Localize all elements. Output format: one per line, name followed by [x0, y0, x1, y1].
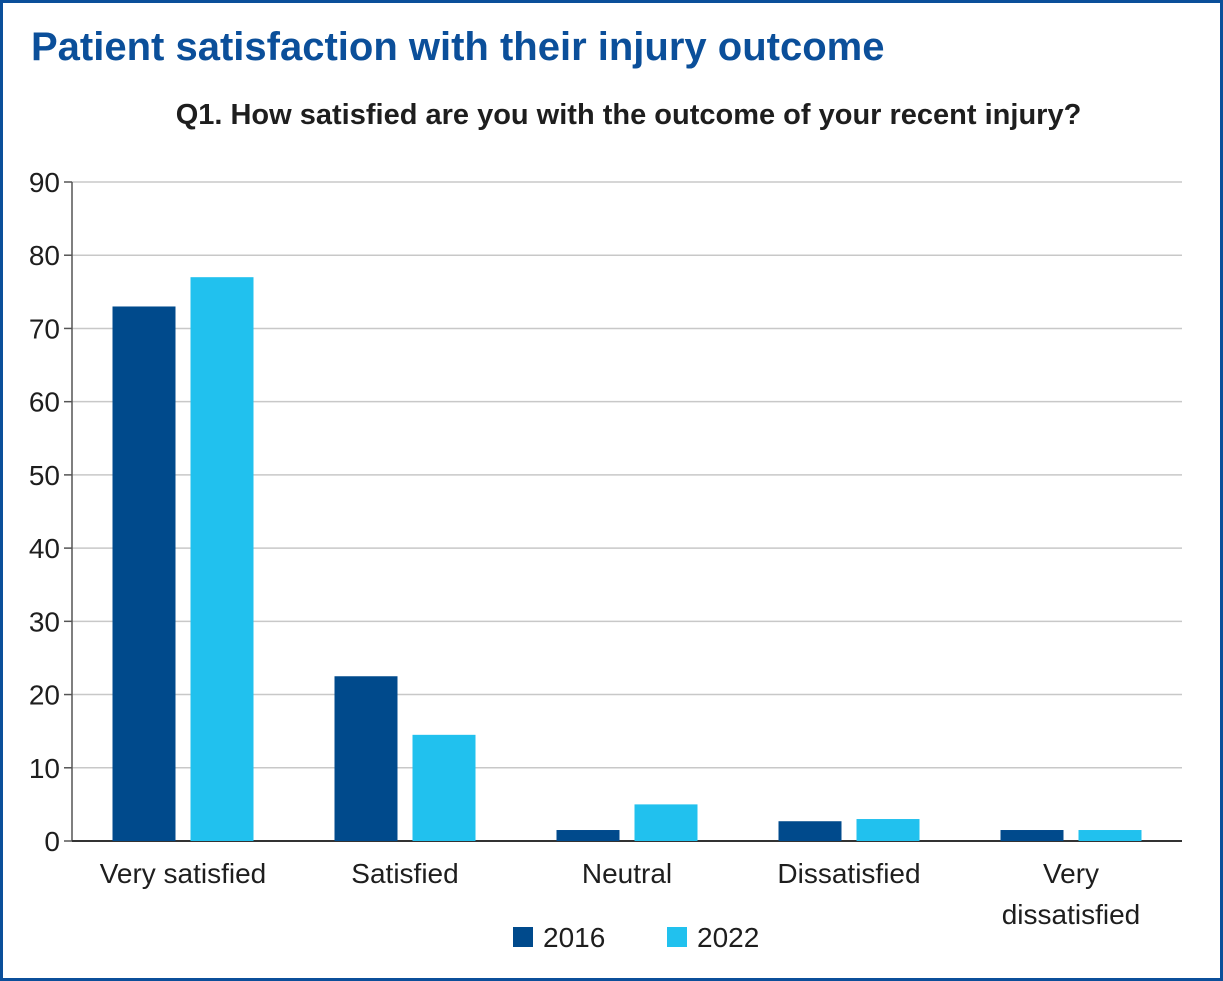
bar-2022	[412, 734, 476, 841]
y-tick-label: 50	[29, 460, 60, 491]
y-tick-label: 90	[29, 167, 60, 198]
legend-swatch-2016	[513, 927, 533, 947]
chart-title: Patient satisfaction with their injury o…	[31, 25, 885, 69]
bar-2016	[556, 830, 620, 841]
bar-2016	[112, 306, 176, 841]
bar-2022	[1078, 830, 1142, 841]
x-tick-label: Very satisfied	[100, 858, 267, 889]
legend-label-2016: 2016	[543, 922, 605, 953]
y-tick-label: 40	[29, 533, 60, 564]
y-tick-label: 30	[29, 606, 60, 637]
bar-2022	[634, 804, 698, 841]
y-tick-label: 20	[29, 680, 60, 711]
y-tick-label: 80	[29, 240, 60, 271]
x-tick-label: Very dissatisfied	[1002, 858, 1141, 930]
chart-subtitle: Q1. How satisfied are you with the outco…	[175, 99, 1082, 131]
bar-2016	[1000, 830, 1064, 841]
y-tick-label: 60	[29, 387, 60, 418]
y-tick-label: 10	[29, 753, 60, 784]
legend-label-2022: 2022	[697, 922, 759, 953]
y-tick-label: 0	[44, 826, 60, 857]
y-tick-label: 70	[29, 313, 60, 344]
bar-2022	[190, 277, 254, 841]
x-tick-label: Satisfied	[351, 858, 458, 889]
bar-2022	[856, 819, 920, 841]
x-tick-label: Dissatisfied	[777, 858, 920, 889]
bar-2016	[778, 821, 842, 841]
legend-swatch-2022	[667, 927, 687, 947]
x-tick-label: Neutral	[582, 858, 672, 889]
bar-2016	[334, 676, 398, 841]
